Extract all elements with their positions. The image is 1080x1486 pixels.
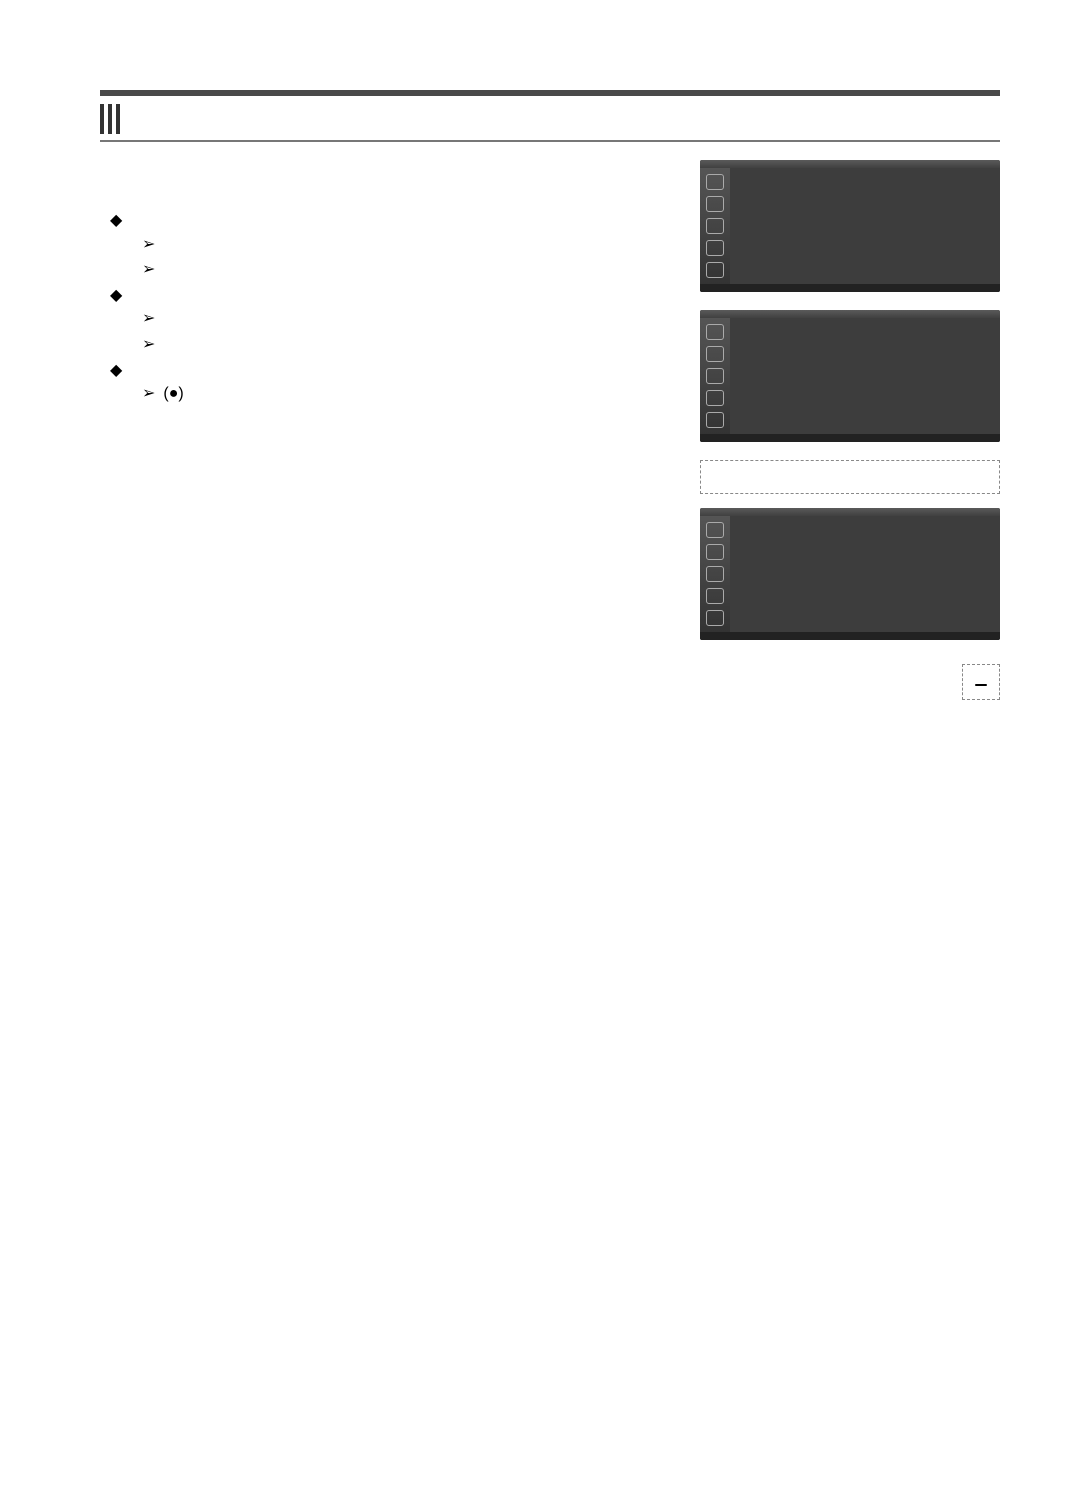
osd-icon <box>706 240 724 256</box>
osd-title <box>700 310 1000 318</box>
osd-icon <box>706 588 724 604</box>
osd-icon <box>706 218 724 234</box>
osd-icon <box>706 522 724 538</box>
title-decoration <box>100 104 120 134</box>
main-content: ◆ ➢ ➢ ◆ ➢ <box>100 160 688 700</box>
osd-icon <box>706 324 724 340</box>
remote-control-diagram <box>700 460 1000 494</box>
arrow-icon: ➢ <box>142 259 155 281</box>
osd-sound-menu-2 <box>700 310 1000 442</box>
arrow-icon: ➢ <box>142 234 155 256</box>
eq-panel <box>730 516 1000 632</box>
osd-icon-column <box>700 168 730 284</box>
osd-title <box>700 508 1000 516</box>
srs-section: ◆ <box>110 360 688 382</box>
osd-icon <box>706 346 724 362</box>
osd-bottom-bar <box>700 434 1000 442</box>
arrow-icon: ➢ <box>142 383 155 405</box>
osd-icon <box>706 566 724 582</box>
osd-icon-column <box>700 318 730 434</box>
osd-icon <box>706 390 724 406</box>
title-section <box>100 90 1000 142</box>
osd-list <box>730 168 1000 284</box>
osd-icon <box>706 412 724 428</box>
sidebar-screenshots <box>700 160 1000 700</box>
diamond-bullet: ◆ <box>110 360 122 382</box>
osd-bottom-bar <box>700 284 1000 292</box>
eq-bars <box>742 524 988 584</box>
osd-list <box>730 318 1000 434</box>
srs-logo-box <box>962 664 1000 700</box>
osd-sound-menu-1 <box>700 160 1000 292</box>
equalizer-section: ◆ <box>110 285 688 307</box>
osd-icon <box>706 610 724 626</box>
arrow-icon: ➢ <box>142 308 155 330</box>
osd-equalizer <box>700 508 1000 640</box>
srs-trademark-note: (●) <box>163 383 183 405</box>
diamond-bullet: ◆ <box>110 285 122 307</box>
osd-icon <box>706 196 724 212</box>
osd-icon <box>706 544 724 560</box>
osd-title <box>700 160 1000 168</box>
osd-icon <box>706 262 724 278</box>
osd-icon <box>706 174 724 190</box>
osd-bottom-bar <box>700 632 1000 640</box>
osd-icon-column <box>700 516 730 632</box>
mode-section: ◆ <box>110 210 688 232</box>
arrow-icon: ➢ <box>142 334 155 356</box>
osd-icon <box>706 368 724 384</box>
diamond-bullet: ◆ <box>110 210 122 232</box>
srs-logo-sub <box>975 684 987 686</box>
